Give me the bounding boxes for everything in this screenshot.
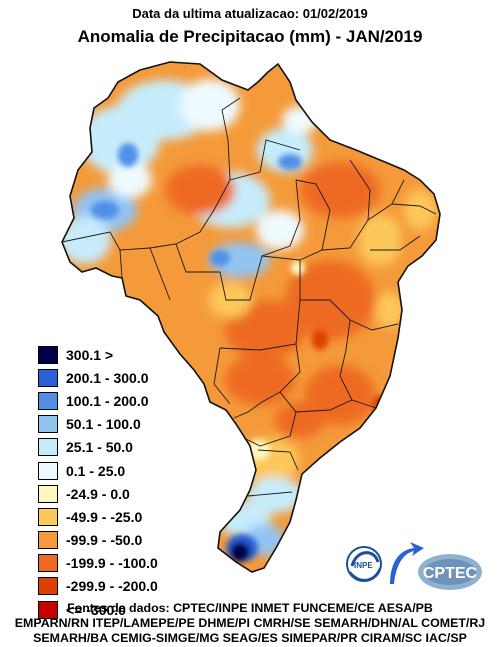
source-line: Fontes de dados: CPTEC/INPE INMET FUNCEM… bbox=[67, 601, 433, 615]
legend-label: 0.1 - 25.0 bbox=[66, 462, 126, 479]
legend-item: -299.9 - -200.0 bbox=[38, 575, 158, 598]
cptec-logo-text: CPTEC bbox=[423, 565, 478, 582]
legend-item: 0.1 - 25.0 bbox=[38, 459, 158, 482]
legend-label: 300.1 > bbox=[66, 346, 114, 363]
map-subtitle: Data da ultima atualizacao: 01/02/2019 bbox=[132, 6, 368, 21]
legend: 300.1 > 200.1 - 300.0 100.1 - 200.0 50.1 - … bbox=[38, 343, 158, 621]
legend-label: 100.1 - 200.0 bbox=[66, 392, 149, 409]
legend-swatch bbox=[38, 507, 58, 526]
cptec-logo: CPTEC bbox=[418, 554, 482, 590]
legend-label: -99.9 - -50.0 bbox=[66, 532, 143, 549]
legend-item: 25.1 - 50.0 bbox=[38, 436, 158, 459]
legend-label: -24.9 - 0.0 bbox=[66, 485, 130, 502]
logos: INPE CPTEC bbox=[346, 542, 482, 590]
legend-swatch bbox=[38, 345, 58, 364]
legend-swatch bbox=[38, 415, 58, 434]
inpe-logo-text: INPE bbox=[354, 561, 373, 570]
legend-swatch bbox=[38, 461, 58, 480]
source-line: EMPARN/RN ITEP/LAMEPE/PE DHME/PI CMRH/SE… bbox=[14, 616, 486, 630]
legend-swatch bbox=[38, 577, 58, 596]
state-borders bbox=[61, 97, 437, 497]
legend-label: 25.1 - 50.0 bbox=[66, 439, 133, 456]
swirl-icon bbox=[390, 542, 424, 584]
legend-swatch bbox=[38, 438, 58, 457]
legend-swatch bbox=[38, 368, 58, 387]
legend-item: -99.9 - -50.0 bbox=[38, 529, 158, 552]
legend-item: 200.1 - 300.0 bbox=[38, 366, 158, 389]
legend-label: 200.1 - 300.0 bbox=[66, 369, 149, 386]
data-sources: Fontes de dados: CPTEC/INPE INMET FUNCEM… bbox=[0, 601, 500, 646]
source-line: SEMARH/BA CEMIG-SIMGE/MG SEAG/ES SIMEPAR… bbox=[33, 631, 467, 645]
map-title: Anomalia de Precipitacao (mm) - JAN/2019 bbox=[77, 27, 423, 46]
legend-item: -49.9 - -25.0 bbox=[38, 505, 158, 528]
legend-item: <= -300.0 bbox=[38, 598, 158, 621]
legend-label: -49.9 - -25.0 bbox=[66, 508, 143, 525]
legend-swatch bbox=[38, 554, 58, 573]
brazil-anomaly-map bbox=[61, 61, 441, 573]
legend-swatch bbox=[38, 484, 58, 503]
legend-label: -199.9 - -100.0 bbox=[66, 555, 158, 572]
legend-item: 50.1 - 100.0 bbox=[38, 413, 158, 436]
legend-item: 300.1 > bbox=[38, 343, 158, 366]
legend-item: -24.9 - 0.0 bbox=[38, 482, 158, 505]
inpe-logo: INPE bbox=[346, 546, 382, 582]
legend-item: 100.1 - 200.0 bbox=[38, 389, 158, 412]
legend-swatch bbox=[38, 531, 58, 550]
legend-label: -299.9 - -200.0 bbox=[66, 578, 158, 595]
legend-label: 50.1 - 100.0 bbox=[66, 416, 141, 433]
legend-swatch bbox=[38, 391, 58, 410]
legend-item: -199.9 - -100.0 bbox=[38, 552, 158, 575]
legend-label: <= -300.0 bbox=[66, 601, 126, 618]
legend-swatch bbox=[38, 600, 58, 619]
